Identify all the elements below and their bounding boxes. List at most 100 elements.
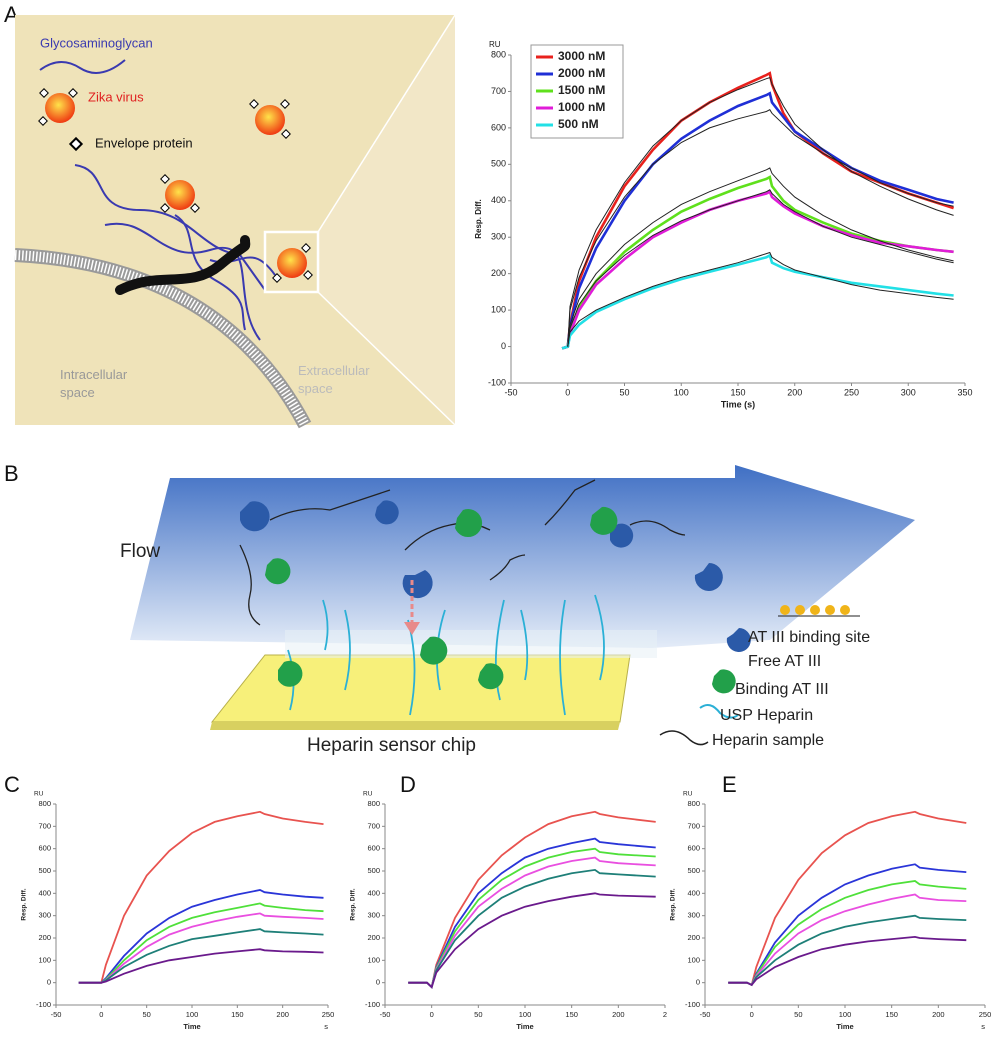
x-tick-label: 200: [932, 1010, 945, 1019]
series-line: [78, 810, 324, 984]
series-line: [561, 189, 954, 350]
zoom-box: [263, 230, 320, 294]
label: Zika virus: [88, 89, 144, 104]
x-axis-label: Time: [183, 1022, 200, 1031]
proteoglycan: [115, 235, 251, 295]
x-tick-label: 150: [885, 1010, 898, 1019]
binding-at-iii: [265, 506, 618, 690]
gag: [104, 222, 261, 341]
x-tick-label: 50: [474, 1010, 482, 1019]
y-tick-label: 400: [491, 195, 506, 205]
y-tick-label: -100: [36, 1000, 51, 1009]
y-tick-label: 800: [367, 799, 380, 808]
chip-edge: [210, 722, 620, 730]
label-line: Extracellular: [298, 363, 370, 378]
membrane-texture: [14, 250, 310, 428]
y-tick-label: 0: [696, 978, 700, 987]
y-tick-label: 300: [491, 232, 506, 242]
x-tick-label: 250: [322, 1010, 335, 1019]
x-tick-label: 250: [979, 1010, 992, 1019]
y-tick-label: 200: [367, 933, 380, 942]
x-tick-label: 300: [901, 387, 916, 397]
unit-label: RU: [363, 791, 373, 798]
label-line: space: [60, 385, 95, 400]
x-tick-label: 50: [794, 1010, 802, 1019]
label-line: space: [298, 381, 333, 396]
y-tick-label: 200: [38, 933, 51, 942]
flow-arrow: [130, 465, 915, 648]
label: Extracellular space: [298, 363, 370, 396]
y-tick-label: 400: [367, 888, 380, 897]
x-tick-label: 350: [957, 387, 972, 397]
y-tick-label: 200: [687, 933, 700, 942]
gag: [74, 164, 266, 291]
chart: -100 0 100 200 300 400 500 600 700 800 -50 0 50 100 15…: [670, 791, 992, 1031]
unit-label: RU: [489, 40, 501, 49]
x-tick-label: 150: [231, 1010, 244, 1019]
x-tick-label: 250: [844, 387, 859, 397]
y-tick-label: 100: [687, 955, 700, 964]
envelope-icon: [68, 136, 84, 152]
virus: [160, 174, 200, 213]
y-tick-label: 300: [38, 911, 51, 920]
binding-at-iii-icon: [712, 669, 736, 694]
y-tick-label: -100: [365, 1000, 380, 1009]
x-tick-label: 0: [99, 1010, 103, 1019]
y-tick-label: 600: [491, 122, 506, 132]
x-tick-label: 50: [619, 387, 629, 397]
zoom-line: [317, 14, 456, 233]
x-tick-label: -50: [51, 1010, 62, 1019]
y-tick-label: 0: [376, 978, 380, 987]
x-tick-label: 200: [612, 1010, 625, 1019]
free-at-iii-icon: [726, 628, 751, 652]
x-tick-label: 150: [565, 1010, 578, 1019]
x-axis-label: Time (s): [721, 399, 755, 409]
y-tick-label: 100: [367, 955, 380, 964]
y-axis-label: Resp. Diff.: [21, 888, 28, 920]
fit-line: [567, 189, 954, 347]
chart: -100 0 100 200 300 400 500 600 700 800 -50 0 50 100 15…: [21, 791, 335, 1031]
y-tick-label: 0: [501, 341, 506, 351]
legend-label: 1000 nM: [558, 100, 605, 114]
diagram-b: Flow Heparin sensor chip AT III binding …: [120, 465, 915, 756]
x-tick-label: 0: [430, 1010, 434, 1019]
y-tick-label: 800: [491, 49, 506, 59]
unit-label: RU: [683, 791, 693, 798]
x-tick-label: 100: [519, 1010, 532, 1019]
legend-label: 2000 nM: [558, 66, 605, 80]
label: Flow: [120, 541, 160, 562]
fit-line: [567, 76, 954, 347]
x-tick-label: 2: [663, 1010, 667, 1019]
legend-label: USP Heparin: [720, 707, 813, 724]
series-line: [728, 935, 967, 987]
x-tick-label: 100: [839, 1010, 852, 1019]
y-tick-label: 400: [38, 888, 51, 897]
series-line: [408, 868, 656, 989]
fit-line: [567, 167, 954, 347]
legend-label: 1500 nM: [558, 83, 605, 97]
series-line: [561, 71, 955, 350]
series-line: [78, 948, 324, 984]
y-axis-label: Resp. Diff.: [350, 888, 357, 920]
zoom-cone: [318, 15, 455, 425]
binding-arrowhead: [404, 622, 420, 635]
y-tick-label: 0: [47, 978, 51, 987]
panel-letter: E: [722, 772, 737, 797]
label-line: Intracellular: [60, 367, 128, 382]
y-tick-label: 300: [367, 911, 380, 920]
label: Envelope protein: [95, 135, 193, 150]
chart: -100 0 100 200 300 400 500 600 700 800 -50 0 50 100 15…: [474, 40, 972, 409]
legend-label: Binding AT III: [735, 681, 829, 698]
y-tick-label: 200: [491, 268, 506, 278]
y-tick-label: 300: [687, 911, 700, 920]
x-unit: s: [324, 1022, 328, 1031]
legend-label: 500 nM: [558, 117, 599, 131]
legend-label: Free AT III: [748, 653, 821, 670]
legend-label: AT III binding site: [748, 629, 870, 646]
x-tick-label: -50: [700, 1010, 711, 1019]
fit-line: [567, 251, 954, 347]
y-tick-label: 800: [687, 799, 700, 808]
x-tick-label: 100: [186, 1010, 199, 1019]
y-axis-label: Resp. Diff.: [474, 199, 483, 239]
series-line: [561, 91, 954, 350]
